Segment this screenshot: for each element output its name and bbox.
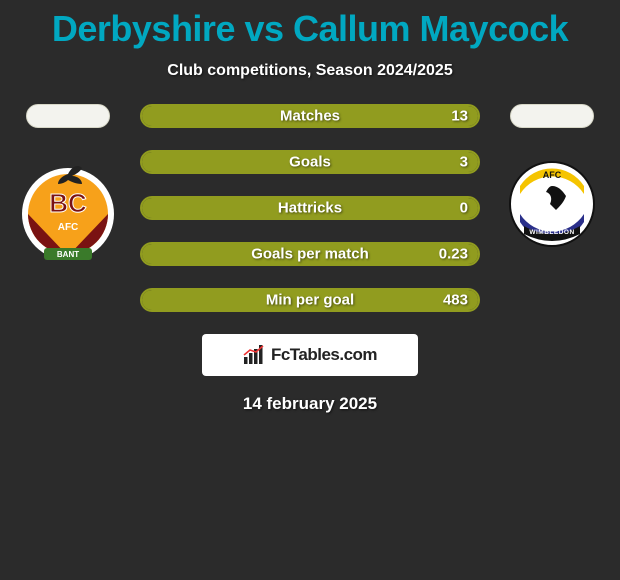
stat-bar: Goals per match 0.23 <box>140 242 480 266</box>
svg-text:BANT: BANT <box>57 250 79 259</box>
stat-label: Goals <box>289 154 331 171</box>
stat-value: 0.23 <box>439 246 468 263</box>
brand-text: FcTables.com <box>271 345 377 365</box>
club-crest-left: BC AFC BANT <box>18 156 118 261</box>
player-left-badge <box>26 104 110 128</box>
player-right-column: AFC WIMBLEDON <box>502 104 602 261</box>
player-left-column: BC AFC BANT <box>18 104 118 261</box>
stat-label: Hattricks <box>278 200 342 217</box>
club-crest-right: AFC WIMBLEDON <box>502 156 602 261</box>
subtitle: Club competitions, Season 2024/2025 <box>0 62 620 80</box>
player-right-badge <box>510 104 594 128</box>
stat-bar: Matches 13 <box>140 104 480 128</box>
page-title: Derbyshire vs Callum Maycock <box>0 0 620 50</box>
svg-text:WIMBLEDON: WIMBLEDON <box>529 229 574 236</box>
stat-value: 0 <box>460 200 468 217</box>
stat-label: Min per goal <box>266 292 354 309</box>
svg-text:AFC: AFC <box>58 222 79 233</box>
stat-bar: Min per goal 483 <box>140 288 480 312</box>
stat-bar: Hattricks 0 <box>140 196 480 220</box>
stat-value: 483 <box>443 292 468 309</box>
stat-label: Matches <box>280 108 340 125</box>
svg-text:AFC: AFC <box>543 170 562 180</box>
stat-bar: Goals 3 <box>140 150 480 174</box>
chart-icon <box>243 345 265 365</box>
stat-value: 13 <box>451 108 468 125</box>
brand-badge: FcTables.com <box>202 334 418 376</box>
stat-label: Goals per match <box>251 246 369 263</box>
stat-value: 3 <box>460 154 468 171</box>
svg-text:BC: BC <box>49 188 87 218</box>
date-text: 14 february 2025 <box>0 394 620 414</box>
comparison-area: BC AFC BANT AFC WIMBLEDON <box>0 100 620 414</box>
